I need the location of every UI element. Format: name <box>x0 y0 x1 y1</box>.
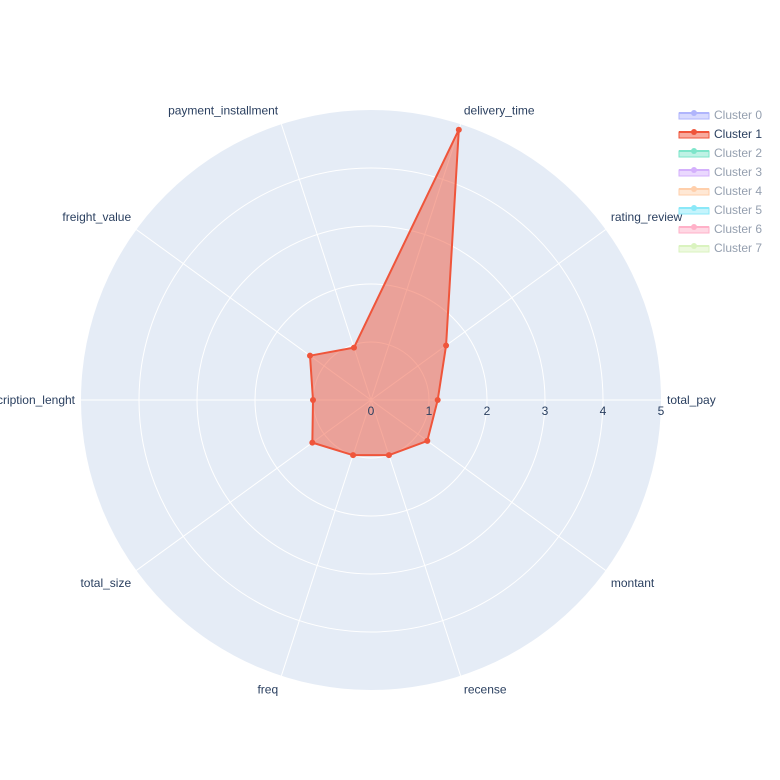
legend-item[interactable]: Cluster 1 <box>678 127 762 141</box>
axis-label-rating-review: rating_review <box>611 210 683 224</box>
legend-item[interactable]: Cluster 0 <box>678 108 762 122</box>
legend-marker <box>691 224 697 230</box>
data-point[interactable] <box>434 397 441 403</box>
legend-item[interactable]: Cluster 7 <box>678 241 762 255</box>
axis-label-montant: montant <box>611 576 655 590</box>
legend-item[interactable]: Cluster 5 <box>678 203 762 217</box>
legend-label: Cluster 5 <box>714 203 762 217</box>
axis-label-payment-installment: payment_installment <box>168 103 279 117</box>
legend-item[interactable]: Cluster 3 <box>678 165 762 179</box>
axis-label-freight-value: freight_value <box>62 210 131 224</box>
data-point[interactable] <box>309 439 316 446</box>
radial-tick-label: 4 <box>600 404 607 418</box>
legend-label: Cluster 7 <box>714 241 762 255</box>
axis-label-description-lenght: description_lenght <box>0 393 76 407</box>
radial-tick-label: 0 <box>368 404 375 418</box>
legend-item[interactable]: Cluster 4 <box>678 184 762 198</box>
radial-tick-label: 2 <box>484 404 491 418</box>
legend-marker <box>691 243 697 249</box>
legend-label: Cluster 2 <box>714 146 762 160</box>
axis-label-total-pay: total_pay <box>667 393 716 407</box>
legend-label: Cluster 6 <box>714 222 762 236</box>
legend-item[interactable]: Cluster 2 <box>678 146 762 160</box>
data-point[interactable] <box>307 352 314 359</box>
axis-label-recense: recense <box>464 683 507 697</box>
legend-marker <box>691 167 697 173</box>
data-point[interactable] <box>310 397 316 403</box>
data-point[interactable] <box>350 452 357 459</box>
legend-marker <box>691 186 697 192</box>
data-point[interactable] <box>424 437 431 444</box>
legend-marker <box>691 110 697 116</box>
radial-tick-label: 5 <box>658 404 665 418</box>
legend-marker <box>691 205 697 211</box>
legend-label: Cluster 4 <box>714 184 762 198</box>
legend-label: Cluster 3 <box>714 165 762 179</box>
radial-tick-labels: 0 1 2 3 4 5 <box>368 404 665 418</box>
data-point[interactable] <box>385 452 392 459</box>
angular-axis-labels: total_pay rating_review delivery_time payme… <box>0 103 716 696</box>
series-layer <box>307 126 462 459</box>
legend-label: Cluster 1 <box>714 127 762 141</box>
series-cluster-1 <box>307 126 462 459</box>
data-point[interactable] <box>455 126 462 133</box>
data-point[interactable] <box>443 342 450 349</box>
radial-tick-label: 1 <box>426 404 433 418</box>
legend-item[interactable]: Cluster 6 <box>678 222 762 236</box>
axis-label-total-size: total_size <box>80 576 131 590</box>
data-point[interactable] <box>350 344 357 351</box>
legend[interactable]: Cluster 0 Cluster 1 Cluster 2 Cluster 3 Clus… <box>678 108 762 255</box>
legend-marker <box>691 148 697 154</box>
axis-label-delivery-time: delivery_time <box>464 103 535 117</box>
radial-tick-label: 3 <box>542 404 549 418</box>
axis-label-freq: freq <box>257 683 278 697</box>
legend-label: Cluster 0 <box>714 108 762 122</box>
legend-marker <box>691 129 697 135</box>
